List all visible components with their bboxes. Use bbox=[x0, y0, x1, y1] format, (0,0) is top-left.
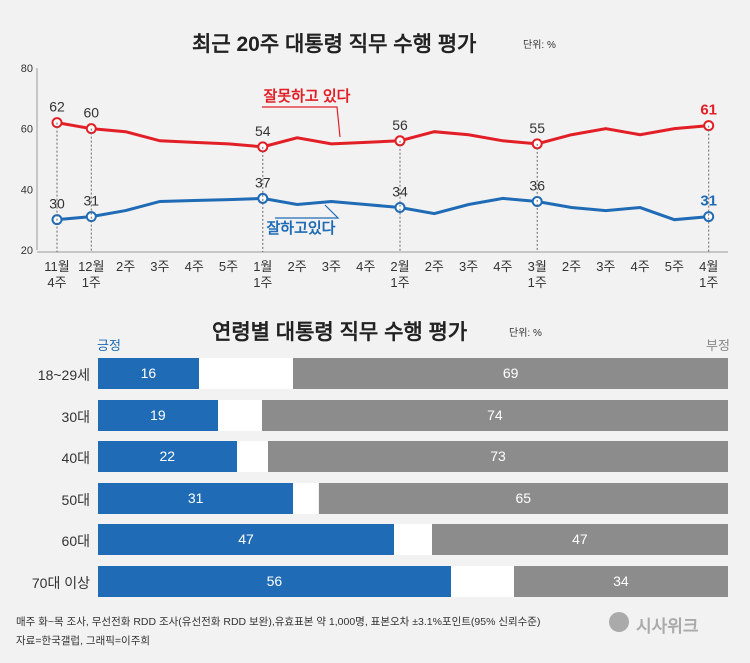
logo-icon bbox=[609, 612, 629, 632]
no-opinion-bar bbox=[450, 565, 514, 597]
x-tick-label: 2주 bbox=[562, 259, 581, 274]
x-tick-label: 11월 bbox=[44, 259, 69, 274]
x-tick-label: 2월 bbox=[390, 259, 409, 274]
x-tick-label: 4월 bbox=[699, 259, 718, 274]
negative-bar: 74 bbox=[261, 399, 728, 431]
series-name-leader bbox=[275, 204, 340, 219]
negative-legend: 부정 bbox=[706, 338, 730, 353]
no-opinion-bar bbox=[394, 524, 432, 555]
positive-bar: 19 bbox=[98, 399, 218, 431]
data-label: 60 bbox=[84, 105, 100, 121]
data-point bbox=[394, 202, 406, 214]
y-tick-label: 60 bbox=[21, 124, 33, 136]
no-opinion-bar bbox=[198, 358, 294, 389]
data-label: 61 bbox=[700, 102, 717, 119]
x-tick-label: 4주 bbox=[47, 275, 66, 290]
series-line bbox=[56, 196, 709, 222]
no-opinion-bar bbox=[293, 482, 319, 514]
age-group-label: 18~29세 bbox=[37, 367, 90, 383]
y-tick-label: 20 bbox=[21, 245, 33, 257]
series-name-label: 잘못하고 있다 bbox=[264, 87, 351, 105]
positive-legend: 긍정 bbox=[97, 338, 121, 353]
y-tick-label: 40 bbox=[21, 184, 33, 196]
age-group-label: 40대 bbox=[61, 450, 90, 466]
x-tick-label: 1주 bbox=[528, 275, 547, 290]
x-tick-label: 1월 bbox=[253, 259, 272, 274]
data-label: 54 bbox=[255, 123, 271, 139]
line-chart-unit: 단위: % bbox=[523, 40, 556, 51]
positive-bar: 31 bbox=[98, 482, 294, 514]
x-tick-label: 4주 bbox=[630, 259, 649, 274]
no-opinion-bar bbox=[217, 399, 262, 431]
data-label: 62 bbox=[49, 99, 65, 115]
x-tick-label: 1주 bbox=[253, 275, 272, 290]
data-label: 31 bbox=[84, 193, 100, 209]
positive-bar: 22 bbox=[98, 441, 237, 472]
x-tick-label: 2주 bbox=[116, 259, 135, 274]
footer-source: 자료=한국갤럽, 그래픽=이주희 bbox=[16, 635, 151, 647]
x-tick-label: 5주 bbox=[219, 259, 238, 274]
negative-bar: 69 bbox=[293, 358, 728, 389]
data-point bbox=[703, 211, 715, 223]
x-tick-label: 2주 bbox=[287, 259, 306, 274]
positive-bar: 16 bbox=[98, 358, 199, 389]
x-tick-label: 3주 bbox=[459, 259, 478, 274]
line-chart-title: 최근 20주 대통령 직무 수행 평가 bbox=[192, 33, 477, 56]
bar-chart-unit: 단위: % bbox=[509, 328, 542, 339]
negative-bar: 47 bbox=[431, 524, 728, 555]
x-tick-label: 1주 bbox=[82, 275, 101, 290]
positive-bar: 56 bbox=[98, 565, 451, 597]
age-group-label: 30대 bbox=[61, 408, 90, 425]
negative-bar: 34 bbox=[513, 565, 728, 597]
series-line bbox=[56, 121, 709, 149]
data-label: 56 bbox=[392, 117, 408, 133]
series-name-leader bbox=[262, 106, 341, 138]
x-tick-label: 12월 bbox=[78, 259, 104, 274]
x-tick-label: 3월 bbox=[528, 259, 547, 274]
x-tick-label: 4주 bbox=[493, 259, 512, 274]
logo: 시사위크 bbox=[636, 617, 699, 636]
x-tick-label: 4주 bbox=[185, 259, 204, 274]
y-tick-label: 80 bbox=[21, 63, 33, 75]
x-tick-label: 3주 bbox=[322, 259, 341, 274]
negative-bar: 65 bbox=[318, 482, 728, 514]
data-label: 34 bbox=[392, 184, 408, 200]
x-tick-label: 5주 bbox=[665, 259, 684, 274]
x-tick-label: 3주 bbox=[150, 259, 169, 274]
x-tick-label: 1주 bbox=[699, 275, 718, 290]
y-axis: 20 40 60 80 bbox=[21, 63, 728, 257]
series-name-label: 잘하고있다 bbox=[266, 219, 335, 237]
age-group-label: 60대 bbox=[61, 533, 90, 549]
no-opinion-bar bbox=[236, 441, 269, 472]
data-label: 55 bbox=[529, 120, 545, 136]
data-label: 37 bbox=[255, 174, 271, 190]
x-tick-label: 4주 bbox=[356, 259, 375, 274]
positive-bar: 47 bbox=[98, 524, 395, 555]
age-group-label: 70대 이상 bbox=[31, 574, 90, 591]
x-tick-label: 2주 bbox=[425, 259, 444, 274]
x-tick-label: 1주 bbox=[390, 275, 409, 290]
age-group-label: 50대 bbox=[61, 491, 90, 508]
negative-bar: 73 bbox=[268, 441, 728, 472]
footer-note: 매주 화~목 조사, 무선전화 RDD 조사(유선전화 RDD 보완),유효표본… bbox=[16, 616, 541, 628]
x-tick-label: 3주 bbox=[596, 259, 615, 274]
data-label: 31 bbox=[700, 193, 717, 210]
bar-chart-title: 연령별 대통령 직무 수행 평가 bbox=[212, 321, 468, 344]
